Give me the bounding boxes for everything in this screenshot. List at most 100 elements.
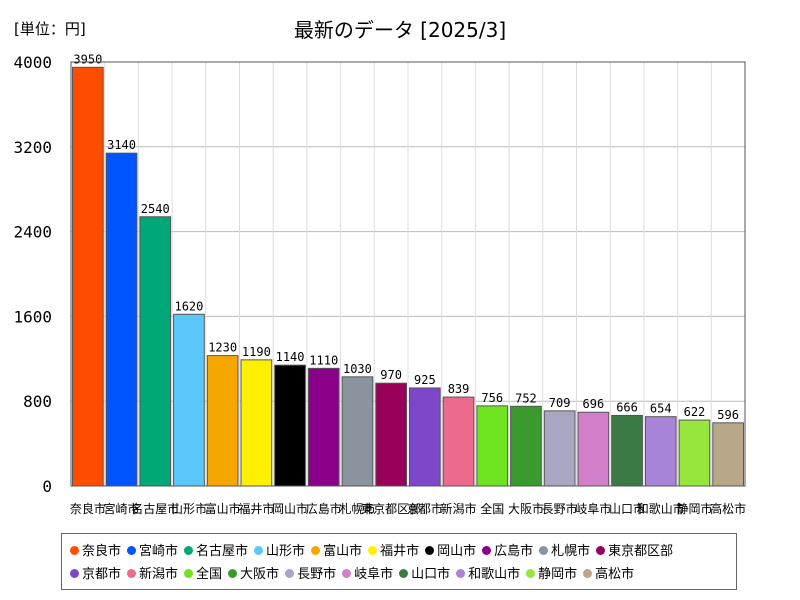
bar — [173, 313, 205, 487]
legend-label: 全国 — [196, 567, 223, 582]
y-tick-label: 2400 — [13, 223, 52, 242]
data-label: 696 — [583, 397, 605, 411]
x-tick-label: 広島市 — [306, 501, 342, 516]
x-tick-label: 岐阜市 — [575, 501, 611, 516]
legend-marker — [70, 546, 79, 555]
data-label: 1620 — [174, 299, 203, 313]
legend-marker — [368, 546, 378, 555]
legend-item: 京都市 — [70, 564, 121, 586]
legend-label: 山形市 — [266, 544, 306, 559]
data-label: 3140 — [107, 138, 136, 152]
data-label: 3950 — [73, 52, 102, 66]
bar — [341, 376, 374, 487]
legend-label: 岐阜市 — [354, 567, 394, 582]
bar — [442, 396, 475, 487]
legend-label: 長野市 — [297, 567, 337, 582]
y-axis-ticks: 0 800 1600 2400 3200 4000 — [13, 53, 52, 496]
legend-item: 広島市 — [482, 541, 533, 563]
legend-marker — [425, 546, 435, 555]
legend-item: 山形市 — [254, 541, 305, 563]
data-label: 2540 — [141, 202, 170, 216]
x-tick-label: 東京都区部 — [361, 501, 421, 516]
bar — [577, 411, 610, 487]
x-tick-label: 大阪市 — [508, 501, 544, 516]
legend-label: 新潟市 — [139, 567, 179, 582]
data-label: 925 — [414, 373, 436, 387]
x-tick-label: 高松市 — [710, 501, 746, 516]
bar — [375, 382, 407, 487]
legend-label: 札幌市 — [551, 544, 591, 559]
data-label: 1140 — [276, 350, 305, 364]
bar — [105, 152, 138, 487]
legend-marker — [311, 546, 321, 555]
legend-marker — [526, 569, 536, 578]
data-label: 1230 — [208, 341, 237, 355]
x-tick-label: 奈良市 — [70, 501, 106, 516]
legend-item: 富山市 — [311, 541, 362, 563]
legend-marker — [596, 546, 606, 555]
bar — [611, 414, 643, 487]
data-label: 1190 — [242, 345, 271, 359]
legend-marker — [399, 569, 409, 578]
legend-item: 札幌市 — [539, 541, 590, 563]
legend-marker — [539, 546, 549, 555]
legend-item: 奈良市 — [70, 541, 121, 563]
bar-chart: 3950 3140 2540 1620 1230 1190 1140 1110 1030 970 9… — [13, 52, 746, 516]
data-label: 1030 — [343, 362, 372, 376]
legend-marker — [70, 569, 79, 578]
legend-item: 東京都区部 — [596, 541, 673, 563]
legend-marker — [184, 569, 194, 578]
legend-item: 長野市 — [285, 564, 336, 586]
legend-marker — [583, 569, 593, 578]
legend-item: 宮崎市 — [127, 541, 178, 563]
x-tick-label: 新潟市 — [441, 501, 477, 516]
x-tick-label: 札幌市 — [339, 501, 375, 516]
data-label: 839 — [448, 382, 470, 396]
legend-item: 福井市 — [368, 541, 419, 563]
legend-item: 山口市 — [399, 564, 450, 586]
data-label: 709 — [549, 396, 571, 410]
legend-item: 高松市 — [583, 564, 634, 586]
x-axis-ticks: 奈良市宮崎市名古屋市山形市富山市福井市岡山市広島市札幌市東京都区部京都市新潟市全… — [70, 501, 746, 516]
data-label: 596 — [717, 408, 739, 422]
bar — [409, 387, 441, 487]
data-label: 970 — [380, 368, 402, 382]
data-label: 752 — [515, 391, 537, 405]
legend-label: 東京都区部 — [608, 544, 674, 559]
legend-label: 和歌山市 — [468, 567, 521, 582]
legend-label: 名古屋市 — [196, 544, 249, 559]
bar — [510, 405, 542, 487]
legend-item: 大阪市 — [228, 564, 279, 586]
data-label: 622 — [684, 405, 706, 419]
legend-label: 宮崎市 — [139, 544, 179, 559]
y-tick-label: 1600 — [13, 307, 52, 326]
data-labels: 3950 3140 2540 1620 1230 1190 1140 1110 1030 970 9… — [73, 52, 739, 422]
legend-marker — [456, 569, 466, 578]
y-tick-label: 3200 — [13, 138, 52, 157]
data-label: 666 — [616, 400, 638, 414]
grid-lines — [71, 62, 745, 486]
legend-label: 岡山市 — [437, 544, 477, 559]
legend-marker — [228, 569, 238, 578]
x-tick-label: 富山市 — [205, 501, 241, 516]
legend-marker — [254, 546, 264, 555]
bar — [139, 216, 172, 487]
x-tick-label: 宮崎市 — [104, 501, 140, 516]
bar — [240, 359, 273, 487]
x-tick-label: 福井市 — [238, 501, 274, 516]
legend-marker — [342, 569, 352, 578]
legend-marker — [127, 569, 137, 578]
legend-item: 岡山市 — [425, 541, 476, 563]
bar — [678, 419, 711, 487]
x-tick-label: 岡山市 — [272, 501, 308, 516]
bar — [644, 416, 677, 487]
legend-label: 奈良市 — [82, 544, 122, 559]
x-tick-label: 全国 — [480, 501, 504, 516]
bar — [543, 410, 576, 487]
bar — [72, 66, 104, 487]
legend-label: 富山市 — [323, 544, 363, 559]
legend-label: 京都市 — [82, 567, 122, 582]
bar — [476, 405, 509, 487]
legend-label: 山口市 — [411, 567, 451, 582]
legend-label: 高松市 — [595, 567, 635, 582]
